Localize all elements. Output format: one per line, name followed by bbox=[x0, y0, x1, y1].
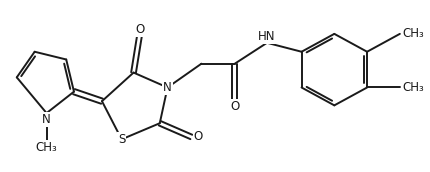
Text: CH₃: CH₃ bbox=[402, 27, 424, 40]
Text: O: O bbox=[194, 130, 203, 143]
Text: CH₃: CH₃ bbox=[402, 81, 424, 94]
Text: N: N bbox=[163, 81, 172, 94]
Text: S: S bbox=[118, 133, 125, 146]
Text: HN: HN bbox=[258, 30, 276, 43]
Text: O: O bbox=[135, 23, 144, 36]
Text: O: O bbox=[230, 100, 240, 113]
Text: N: N bbox=[42, 113, 51, 126]
Text: CH₃: CH₃ bbox=[36, 141, 58, 154]
